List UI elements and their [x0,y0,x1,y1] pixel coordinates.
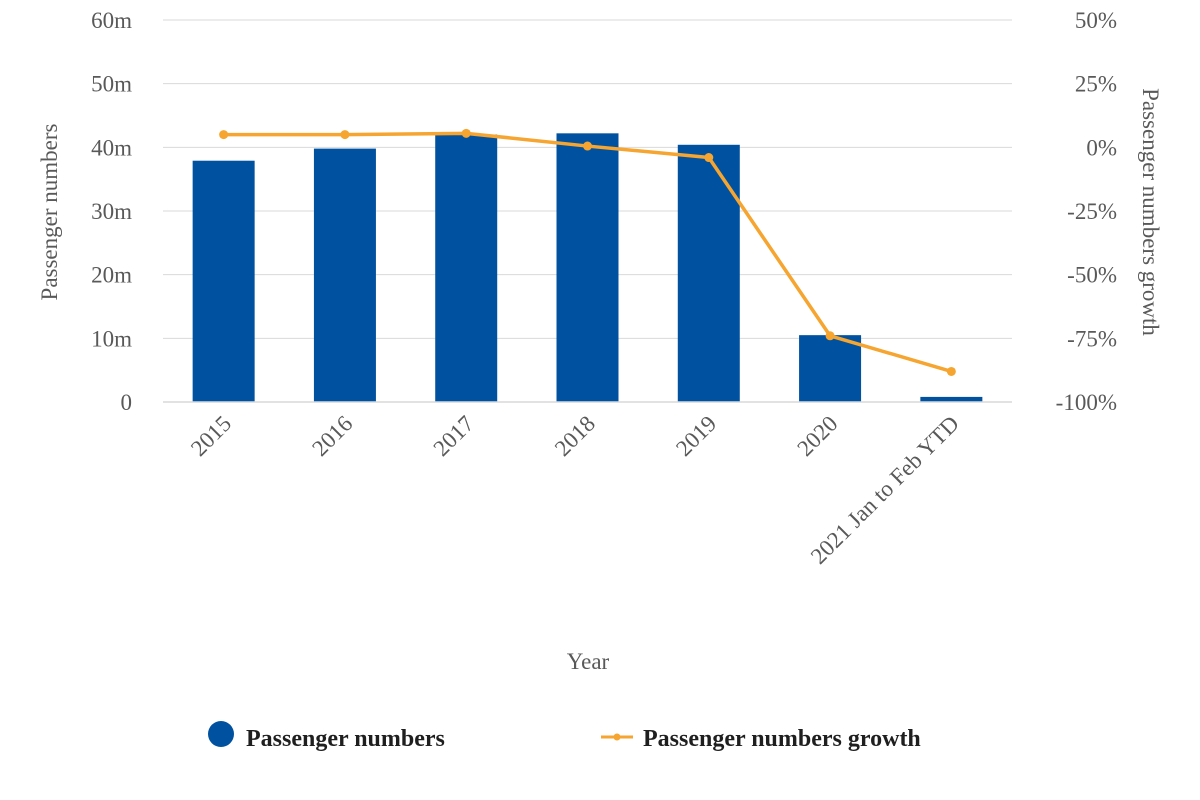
y-axis-title: Passenger numbers [37,123,62,300]
line-point [825,331,835,341]
legend-label-passenger-numbers: Passenger numbers [246,726,445,752]
y2-tick-label: 0% [1086,135,1117,160]
line-point [340,130,350,140]
x-tick-label: 2016 [307,411,357,461]
y2-tick-label: -25% [1067,199,1117,224]
y-tick-label: 60m [91,8,132,33]
x-tick-label: 2015 [186,411,236,461]
y-tick-label: 50m [91,72,132,97]
y-tick-label: 10m [91,326,132,351]
y-tick-label: 30m [91,199,132,224]
right-axis-ticks: -100% -75% -50% -25% 0% 25% 50% [1056,8,1117,415]
legend-marker-bar [208,721,234,747]
bar-series [192,133,983,402]
line-series [219,128,956,376]
bar [192,160,255,402]
y-tick-label: 0 [121,390,133,415]
legend-label-passenger-numbers-growth: Passenger numbers growth [643,726,921,752]
bar [920,396,983,402]
x-axis-title: Year [567,649,610,674]
x-tick-label: 2020 [792,411,842,461]
y2-tick-label: -50% [1067,263,1117,288]
y-tick-label: 20m [91,263,132,288]
line-point [946,366,956,376]
y2-tick-label: 50% [1075,8,1117,33]
bar [799,335,862,402]
bar [556,133,619,402]
bar [677,144,740,402]
x-tick-label: 2018 [550,411,600,461]
y-tick-label: 40m [91,135,132,160]
line-point [219,130,229,140]
x-tick-label: 2019 [671,411,721,461]
left-axis-ticks: 0 10m 20m 30m 40m 50m 60m [91,8,132,415]
bar [313,148,376,402]
legend-item-passenger-numbers-growth: Passenger numbers growth [601,726,921,752]
y2-tick-label: 25% [1075,72,1117,97]
line-point [461,128,471,138]
x-tick-label: 2017 [429,411,479,461]
bar [435,134,498,402]
y2-tick-label: -75% [1067,326,1117,351]
legend-marker-dot [613,733,621,741]
y2-axis-title: Passenger numbers growth [1138,88,1163,336]
line-point [704,153,714,163]
line-point [583,141,592,151]
legend-item-passenger-numbers: Passenger numbers [208,721,445,752]
legend: Passenger numbers Passenger numbers grow… [208,721,921,752]
y2-tick-label: -100% [1056,390,1117,415]
